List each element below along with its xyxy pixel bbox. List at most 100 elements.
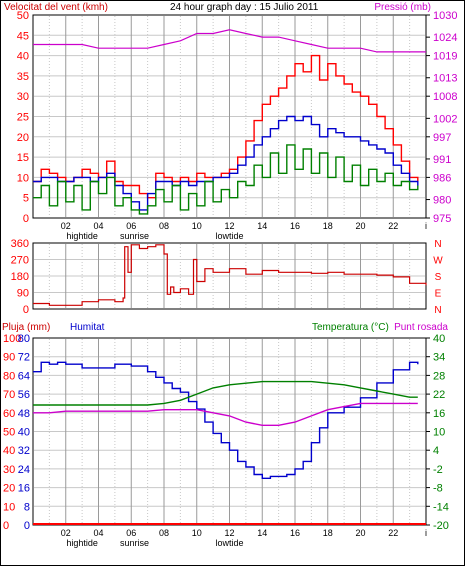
humidity-y-tick-label: 48 xyxy=(18,408,30,420)
wind-panel-frame xyxy=(32,14,427,219)
humidity-y-tick-label: 24 xyxy=(18,464,30,476)
temperature-y-tick-label: 28 xyxy=(433,370,445,382)
x-tick-label: 10 xyxy=(192,221,202,231)
humidity-y-tick-label: 64 xyxy=(18,370,30,382)
wind-y-tick-label: 40 xyxy=(17,51,29,63)
rain-y-tick-label: 10 xyxy=(3,501,15,513)
x-tick-label: 22 xyxy=(388,221,398,231)
temperature-y-tick-label: 10 xyxy=(433,427,445,439)
x-tick-label: 16 xyxy=(290,221,300,231)
rain-y-tick-label: 100 xyxy=(3,333,21,345)
x-tick-label: 08 xyxy=(159,221,169,231)
event-label: lowtide xyxy=(215,538,243,548)
temperature-y-tick-label: 40 xyxy=(433,333,445,345)
x-tick-label: 18 xyxy=(323,528,333,538)
rain-y-tick-label: 70 xyxy=(3,389,15,401)
wind-y-tick-label: 45 xyxy=(17,30,29,42)
temperature-y-tick-label: -8 xyxy=(433,483,443,495)
x-tick-label: 12 xyxy=(224,528,234,538)
x-tick-label: 12 xyxy=(224,221,234,231)
rain-y-tick-label: 50 xyxy=(3,427,15,439)
temperature-y-tick-label: 16 xyxy=(433,408,445,420)
humidity-y-tick-label: 40 xyxy=(18,427,30,439)
temp-dewpoint-axis-title: Punt rosada xyxy=(394,322,448,333)
direction-panel-frame xyxy=(32,242,427,310)
rain-y-tick-label: 20 xyxy=(3,483,15,495)
wind-y-tick-label: 5 xyxy=(23,193,29,205)
event-label: sunrise xyxy=(120,231,149,241)
direction-y-tick-label: 180 xyxy=(11,271,29,283)
humidity-y-tick-label: 32 xyxy=(18,445,30,457)
pressure-y-tick-label: 980 xyxy=(433,195,451,207)
humidity-y-tick-label: 16 xyxy=(18,483,30,495)
pressure-y-tick-label: 1019 xyxy=(433,51,457,63)
pressure-y-tick-label: 986 xyxy=(433,172,451,184)
rain-y-tick-label: 90 xyxy=(3,352,15,364)
wind-y-tick-label: 35 xyxy=(17,71,29,83)
x-tick-label: 14 xyxy=(257,528,267,538)
x-tick-label: 04 xyxy=(93,221,103,231)
chart-date-title: 24 hour graph day : 15 Julio 2011 xyxy=(170,2,319,13)
humidity-y-tick-label: 56 xyxy=(18,389,30,401)
x-tick-label: i xyxy=(425,221,427,231)
wind-y-tick-label: 20 xyxy=(17,132,29,144)
wind-y-tick-label: 10 xyxy=(17,172,29,184)
wind-series-2 xyxy=(33,144,419,215)
x-tick-label: 02 xyxy=(61,528,71,538)
event-label: sunrise xyxy=(120,538,149,548)
compass-label: N xyxy=(434,239,441,250)
pressure-y-tick-label: 1008 xyxy=(433,91,457,103)
temp-series-2 xyxy=(33,402,418,426)
temp-humidity-axis-title: Humitat xyxy=(70,322,105,333)
temperature-y-tick-label: 22 xyxy=(433,389,445,401)
rain-y-tick-label: 60 xyxy=(3,408,15,420)
direction-y-tick-label: 270 xyxy=(11,255,29,267)
pressure-y-tick-label: 1024 xyxy=(433,32,457,44)
temp-temperature-axis-title: Temperatura (°C) xyxy=(312,322,389,333)
x-tick-label: 14 xyxy=(257,221,267,231)
event-label: hightide xyxy=(66,538,98,548)
direction-y-tick-label: 90 xyxy=(17,288,29,300)
wind-right-axis-title: Pressió (mb) xyxy=(374,2,431,13)
compass-label: E xyxy=(435,289,442,300)
temp-series-0 xyxy=(33,361,419,479)
x-tick-label: i xyxy=(425,528,427,538)
temperature-y-tick-label: 4 xyxy=(433,445,439,457)
temperature-y-tick-label: 34 xyxy=(433,352,445,364)
x-tick-label: 16 xyxy=(290,528,300,538)
x-tick-label: 22 xyxy=(388,528,398,538)
x-tick-label: 18 xyxy=(323,221,333,231)
temperature-y-tick-label: -14 xyxy=(433,501,449,513)
humidity-y-tick-label: 72 xyxy=(18,352,30,364)
wind-series-0 xyxy=(33,54,419,199)
wind-series-3 xyxy=(33,29,426,53)
pressure-y-tick-label: 975 xyxy=(433,213,451,225)
pressure-y-tick-label: 1013 xyxy=(433,73,457,85)
x-tick-label: 20 xyxy=(355,528,365,538)
x-tick-label: 10 xyxy=(192,528,202,538)
temperature-y-tick-label: -2 xyxy=(433,464,443,476)
rain-y-tick-label: 40 xyxy=(3,445,15,457)
humidity-y-tick-label: 80 xyxy=(18,333,30,345)
direction-y-tick-label: 360 xyxy=(11,238,29,250)
compass-label: W xyxy=(433,256,443,267)
compass-label: N xyxy=(434,305,441,316)
x-tick-label: 06 xyxy=(126,221,136,231)
wind-series-1 xyxy=(33,115,419,211)
temp-rain-axis-title: Pluja (mm) xyxy=(2,322,50,333)
event-label: lowtide xyxy=(215,231,243,241)
event-label: hightide xyxy=(66,231,98,241)
temperature-panel: 0102030405060708090100081624324048566472… xyxy=(3,333,449,548)
temp-series-1 xyxy=(33,380,418,406)
compass-label: S xyxy=(435,272,442,283)
humidity-y-tick-label: 0 xyxy=(24,520,30,532)
pressure-y-tick-label: 991 xyxy=(433,154,451,166)
x-tick-label: 08 xyxy=(159,528,169,538)
pressure-y-tick-label: 1030 xyxy=(433,10,457,22)
wind-left-axis-title: Velocitat del vent (kmh) xyxy=(4,2,108,13)
rain-y-tick-label: 0 xyxy=(3,520,9,532)
